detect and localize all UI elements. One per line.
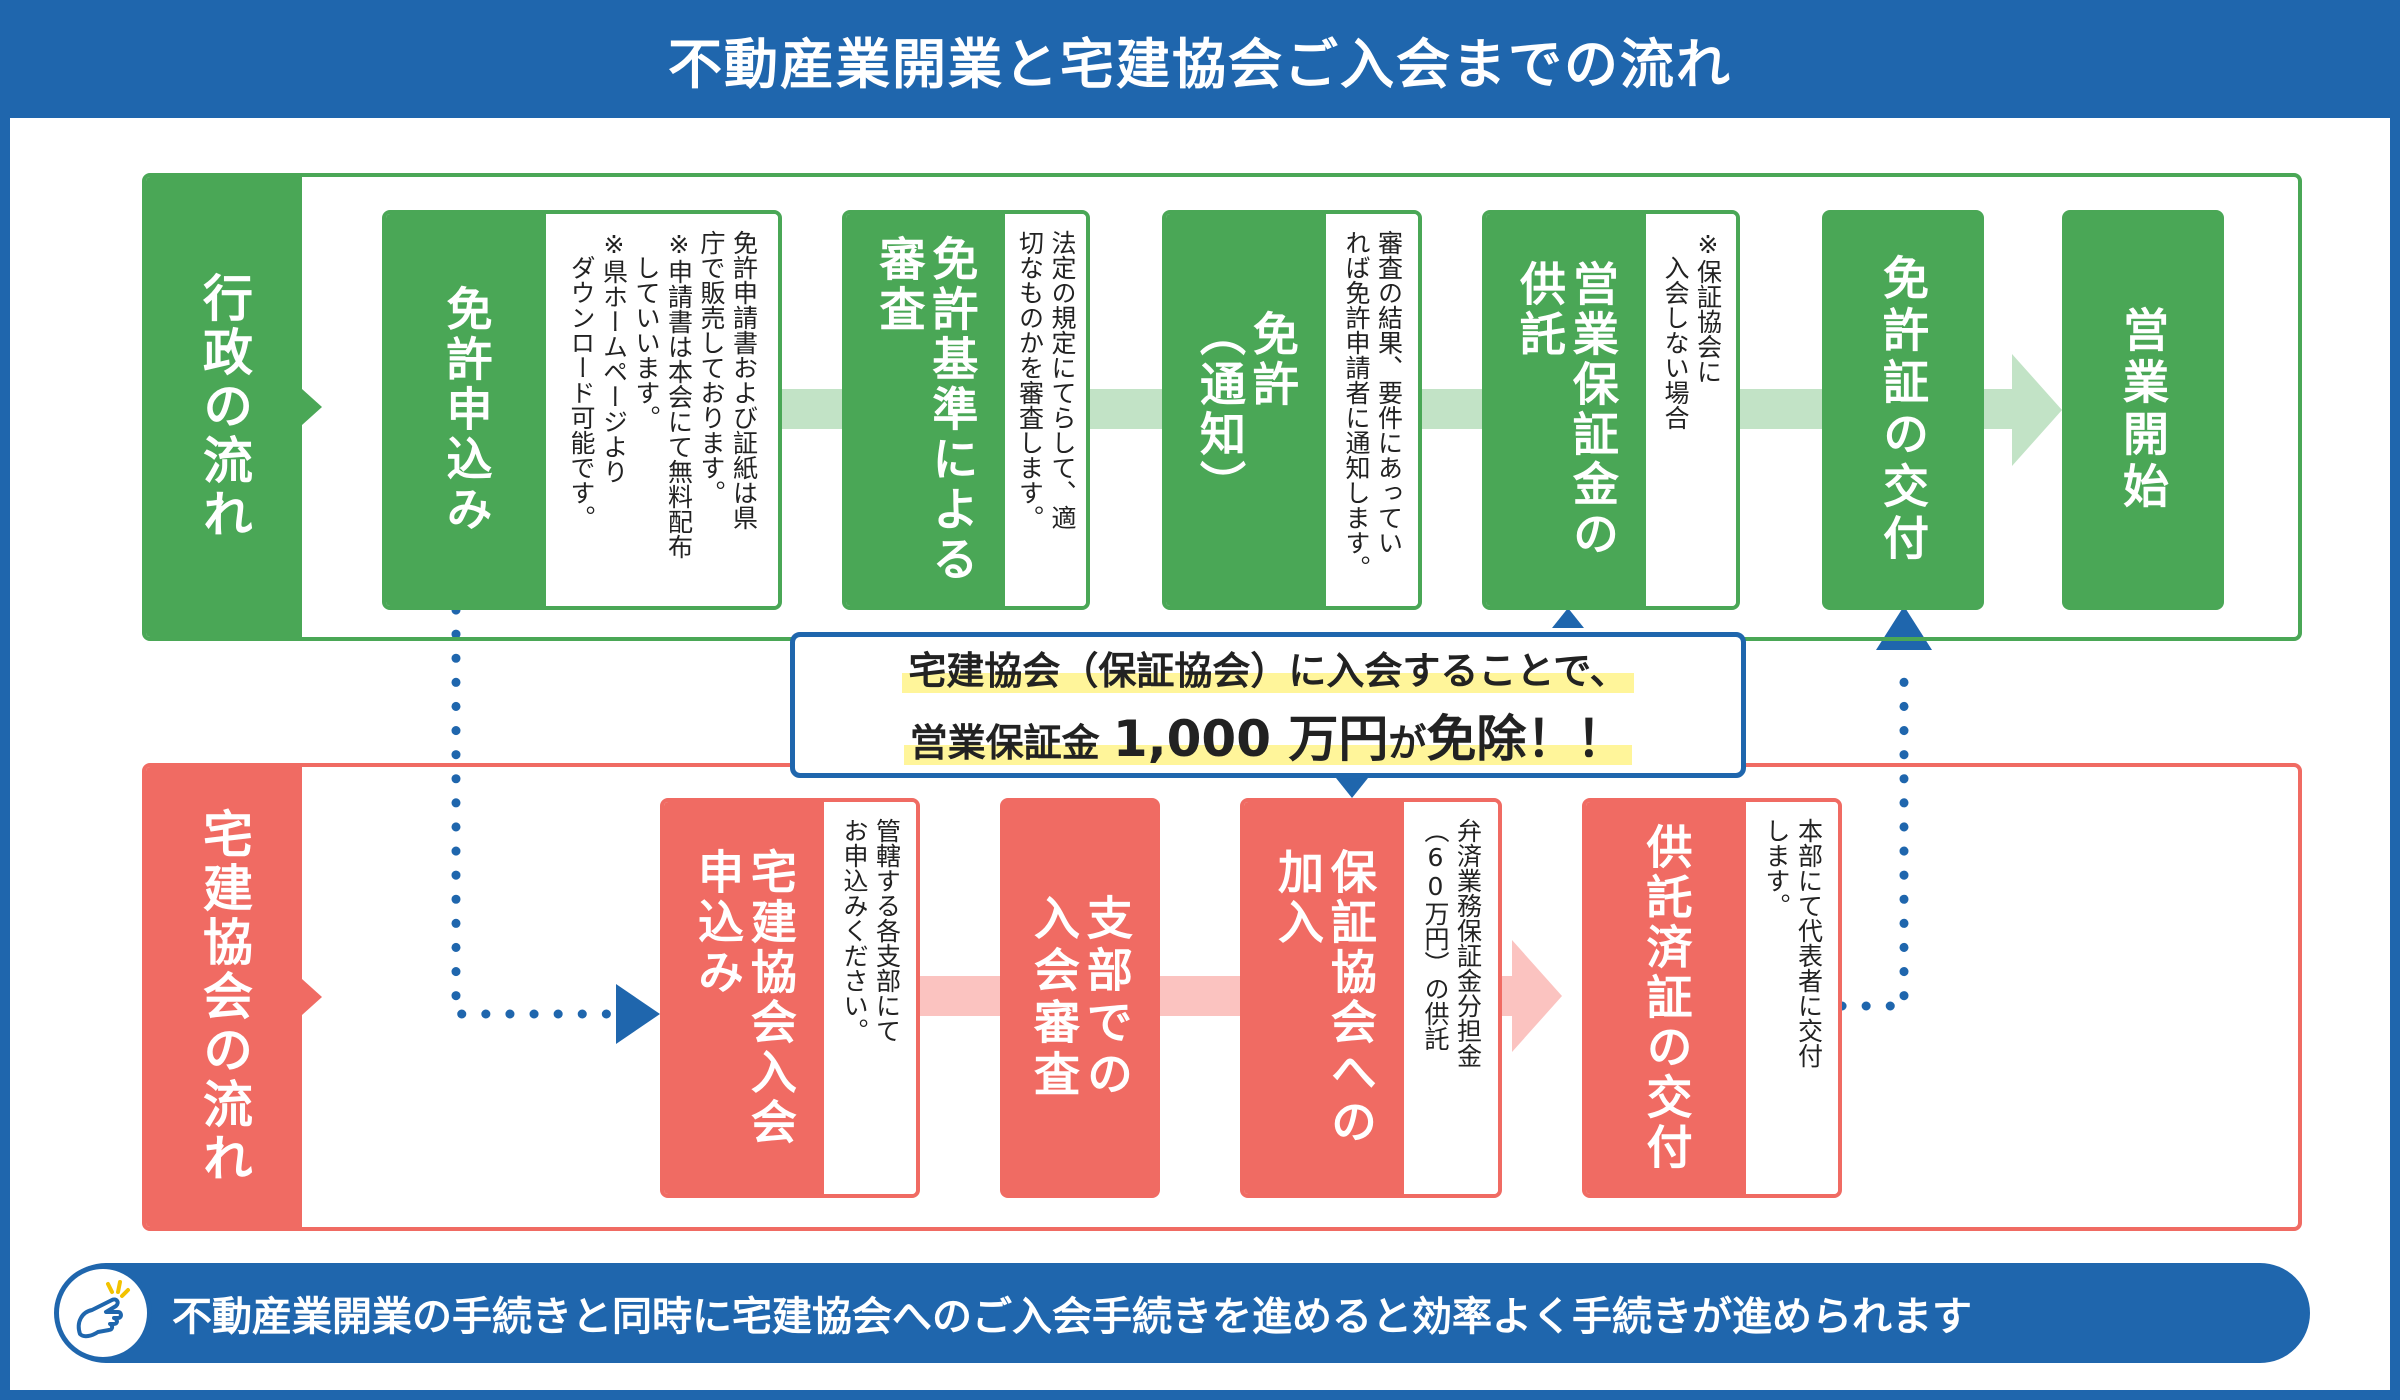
gov-step-license-notice-title: 免許 （通知） xyxy=(1166,214,1326,606)
bottom-banner: 不動産業開業の手続きと同時に宅建協会へのご入会手続きを進めると効率よく手続きが進… xyxy=(54,1263,2310,1363)
assoc-step-certificate-note: 本部にて代表者に交付 します。 xyxy=(1746,802,1838,1194)
gov-step-screening-title: 免許基準による 審査 xyxy=(846,214,1005,606)
assoc-step-guarantee-join-title: 保証協会への 加入 xyxy=(1244,802,1404,1194)
assoc-step-application-note: 管轄する各支部にて お申込みください。 xyxy=(824,802,916,1194)
gov-step-deposit-title: 営業保証金の 供託 xyxy=(1486,214,1646,606)
callout-line-1: 宅建協会（保証協会）に入会することで、 xyxy=(902,640,1634,695)
gov-step-application-note: 免許申請書および証紙は県 庁で販売しております。 ※申請書は本会にて無料配布 してい… xyxy=(546,214,778,606)
callout-arrow-down xyxy=(1336,778,1368,798)
exemption-callout: 宅建協会（保証協会）に入会することで、 営業保証金 1,000 万円が免除！！ xyxy=(790,632,1746,778)
assoc-step-application: 宅建協会入会 申込み 管轄する各支部にて お申込みください。 xyxy=(660,798,920,1198)
gov-step-application: 免許申込み 免許申請書および証紙は県 庁で販売しております。 ※申請書は本会にて無料… xyxy=(382,210,782,610)
gov-flow-arrowhead xyxy=(2012,354,2062,466)
gov-label-notch xyxy=(302,389,322,425)
gov-step-deposit: 営業保証金の 供託 ※保証協会に 入会しない場合 xyxy=(1482,210,1740,610)
assoc-label-notch xyxy=(302,979,322,1015)
assoc-step-branch-review: 支部での 入会審査 xyxy=(1000,798,1160,1198)
assoc-step-guarantee-join-note: 弁済業務保証金分担金 （60万円）の供託 xyxy=(1404,802,1498,1194)
dotted-connector-left xyxy=(451,605,617,1019)
assoc-flow-label: 宅建協会の流れ xyxy=(146,767,302,1227)
gov-step-license-issued: 免許証の交付 xyxy=(1822,210,1984,610)
assoc-flow-arrowhead xyxy=(1512,940,1562,1052)
banner-message: 不動産業開業の手続きと同時に宅建協会へのご入会手続きを進めると効率よく手続きが進… xyxy=(172,1294,1972,1340)
gov-step-screening-note: 法定の規定にてらして、適 切なものかを審査します。 xyxy=(1005,214,1086,606)
gov-step-screening: 免許基準による 審査 法定の規定にてらして、適 切なものかを審査します。 xyxy=(842,210,1090,610)
gov-flow-label: 行政の流れ xyxy=(146,177,302,637)
assoc-step-certificate-title: 供託済証の交付 xyxy=(1586,802,1746,1194)
callout-arrow-up xyxy=(1552,608,1584,628)
gov-step-business-start: 営業開始 xyxy=(2062,210,2224,610)
dotted-connector-right xyxy=(1837,655,1909,1011)
gov-step-deposit-note: ※保証協会に 入会しない場合 xyxy=(1646,214,1736,606)
pointing-hand-icon xyxy=(54,1264,152,1362)
gov-step-license-notice: 免許 （通知） 審査の結果、要件にあってい れば免許申請者に通知します。 xyxy=(1162,210,1422,610)
assoc-step-certificate: 供託済証の交付 本部にて代表者に交付 します。 xyxy=(1582,798,1842,1198)
assoc-step-guarantee-join: 保証協会への 加入 弁済業務保証金分担金 （60万円）の供託 xyxy=(1240,798,1502,1198)
dotted-connector-left-arrowhead xyxy=(616,984,660,1044)
callout-line-2: 営業保証金 1,000 万円が免除！！ xyxy=(903,699,1633,771)
page-title: 不動産業開業と宅建協会ご入会までの流れ xyxy=(0,0,2400,118)
assoc-step-application-title: 宅建協会入会 申込み xyxy=(664,802,824,1194)
gov-step-application-title: 免許申込み xyxy=(386,214,546,606)
gov-step-license-notice-note: 審査の結果、要件にあってい れば免許申請者に通知します。 xyxy=(1326,214,1418,606)
